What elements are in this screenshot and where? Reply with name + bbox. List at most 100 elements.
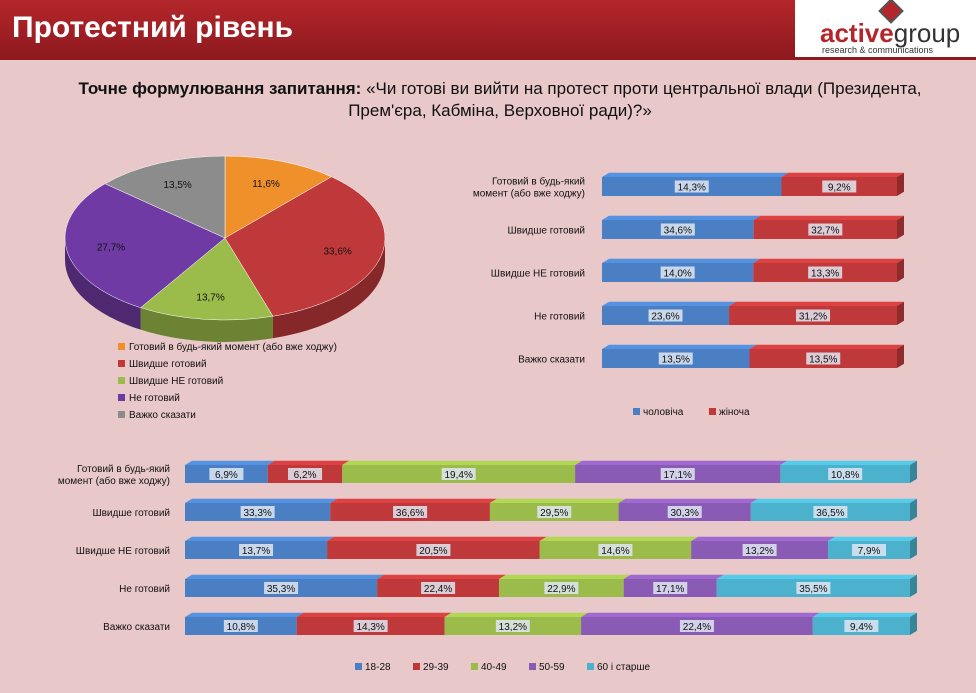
- age-chart-bar-top: [751, 499, 917, 503]
- age-chart-bar-top: [327, 537, 547, 541]
- gender-chart-data-label: 31,2%: [799, 312, 827, 323]
- gender-chart-data-label: 32,7%: [811, 226, 839, 237]
- age-chart-data-label: 6,9%: [215, 470, 238, 481]
- gender-chart-legend-swatch: [709, 408, 716, 415]
- pie-legend-swatch: [118, 360, 125, 367]
- age-chart-category-label: Не готовий: [119, 584, 170, 595]
- age-chart-legend-swatch: [587, 663, 594, 670]
- gender-chart-category-label: Швидше НЕ готовий: [491, 269, 585, 280]
- age-chart-data-label: 35,5%: [799, 584, 827, 595]
- age-chart-category-label: Швидше НЕ готовий: [76, 546, 170, 557]
- gender-chart-bar-top: [754, 216, 904, 220]
- age-chart-bar-top: [619, 499, 758, 503]
- gender-chart-bar-top: [602, 345, 757, 349]
- gender-chart-bar-top: [729, 302, 904, 306]
- age-chart-data-label: 35,3%: [267, 584, 295, 595]
- age-chart-data-label: 10,8%: [227, 622, 255, 633]
- gender-chart-legend-label: жіноча: [719, 407, 750, 418]
- gender-chart-data-label: 9,2%: [828, 183, 851, 194]
- age-chart-category-label: Швидше готовий: [92, 508, 170, 519]
- pie-data-label: 13,7%: [196, 293, 224, 304]
- age-chart-data-label: 29,5%: [540, 508, 568, 519]
- pie-legend-swatch: [118, 394, 125, 401]
- gender-chart-data-label: 13,5%: [809, 355, 837, 366]
- age-chart-data-label: 9,4%: [850, 622, 873, 633]
- age-chart: Готовий в будь-який момент (або вже ходжу…: [58, 461, 917, 635]
- age-chart-category-label: Готовий в будь-який момент (або вже ходжу…: [58, 463, 170, 487]
- age-chart-data-label: 7,9%: [858, 546, 881, 557]
- age-chart-data-label: 22,9%: [547, 584, 575, 595]
- gender-chart-bar-top: [602, 173, 789, 177]
- pie-legend: Готовий в будь-який момент (або вже ходж…: [118, 341, 337, 421]
- age-chart-bar-top: [330, 499, 497, 503]
- gender-chart-category-label: Важко сказати: [518, 355, 585, 366]
- pie-data-label: 13,5%: [163, 180, 191, 191]
- gender-chart: Готовий в будь-який момент (або вже ходжу…: [473, 173, 904, 368]
- age-chart-bar-top: [185, 575, 384, 579]
- gender-chart-bar-top: [753, 259, 904, 263]
- gender-chart-bar-top: [750, 345, 905, 349]
- age-chart-legend-swatch: [529, 663, 536, 670]
- age-chart-data-label: 6,2%: [294, 470, 317, 481]
- age-chart-data-label: 33,3%: [243, 508, 271, 519]
- gender-chart-legend-label: чоловіча: [643, 407, 684, 418]
- pie-legend-label: Готовий в будь-який момент (або вже ходж…: [129, 341, 337, 353]
- age-chart-bar-top: [185, 537, 334, 541]
- pie-legend-label: Важко сказати: [129, 410, 196, 421]
- age-chart-data-label: 14,3%: [356, 622, 384, 633]
- gender-chart-data-label: 34,6%: [664, 226, 692, 237]
- pie-data-label: 11,6%: [252, 179, 280, 190]
- age-chart-legend-swatch: [413, 663, 420, 670]
- age-chart-bar-top: [813, 613, 917, 617]
- pie-legend-label: Швидше готовий: [129, 359, 207, 370]
- age-chart-bar-top: [490, 499, 626, 503]
- age-chart-legend-swatch: [355, 663, 362, 670]
- age-chart-bar-top: [691, 537, 835, 541]
- pie-legend-swatch: [118, 411, 125, 418]
- age-chart-data-label: 36,6%: [396, 508, 424, 519]
- gender-chart-bar-top: [602, 259, 760, 263]
- age-chart-bar-top: [445, 613, 589, 617]
- pie-legend-label: Швидше НЕ готовий: [129, 376, 223, 387]
- gender-chart-data-label: 14,3%: [678, 183, 706, 194]
- gender-chart-category-label: Готовий в будь-який момент (або вже ходжу…: [473, 176, 585, 200]
- age-chart-bar-top: [581, 613, 820, 617]
- gender-chart-data-label: 13,5%: [662, 355, 690, 366]
- age-chart-data-label: 20,5%: [419, 546, 447, 557]
- pie-data-label: 27,7%: [97, 243, 125, 254]
- gender-chart-category-label: Швидше готовий: [507, 226, 585, 237]
- gender-chart-legend-swatch: [633, 408, 640, 415]
- age-chart-bar-top: [828, 537, 917, 541]
- age-chart-legend: 18-28 29-39 40-49 50-59 60 і старше: [355, 662, 651, 673]
- age-chart-data-label: 22,4%: [683, 622, 711, 633]
- gender-chart-bar-top: [782, 173, 904, 177]
- age-chart-data-label: 36,5%: [816, 508, 844, 519]
- gender-chart-data-label: 14,0%: [663, 269, 691, 280]
- gender-chart-data-label: 13,3%: [811, 269, 839, 280]
- age-chart-data-label: 14,6%: [601, 546, 629, 557]
- pie-legend-label: Не готовий: [129, 393, 180, 404]
- pie-data-label: 33,6%: [323, 246, 351, 257]
- age-chart-bar-top: [499, 575, 631, 579]
- age-chart-bar-top: [297, 613, 452, 617]
- age-chart-legend-label: 60 і старше: [597, 662, 651, 673]
- age-chart-bar-top: [342, 461, 582, 465]
- age-chart-bar-top: [268, 461, 349, 465]
- age-chart-data-label: 13,2%: [745, 546, 773, 557]
- age-chart-legend-label: 18-28: [365, 662, 391, 673]
- pie-legend-swatch: [118, 377, 125, 384]
- age-chart-bar-top: [185, 499, 337, 503]
- age-chart-bar-top: [185, 613, 304, 617]
- age-chart-bar-top: [185, 461, 275, 465]
- age-chart-data-label: 10,8%: [831, 470, 859, 481]
- age-chart-legend-label: 29-39: [423, 662, 449, 673]
- age-chart-data-label: 17,1%: [656, 584, 684, 595]
- age-chart-data-label: 30,3%: [671, 508, 699, 519]
- age-chart-bar-top: [624, 575, 724, 579]
- age-chart-legend-swatch: [471, 663, 478, 670]
- gender-chart-category-label: Не готовий: [534, 312, 585, 323]
- gender-chart-data-label: 23,6%: [651, 312, 679, 323]
- age-chart-bar-top: [377, 575, 506, 579]
- age-chart-bar-top: [717, 575, 917, 579]
